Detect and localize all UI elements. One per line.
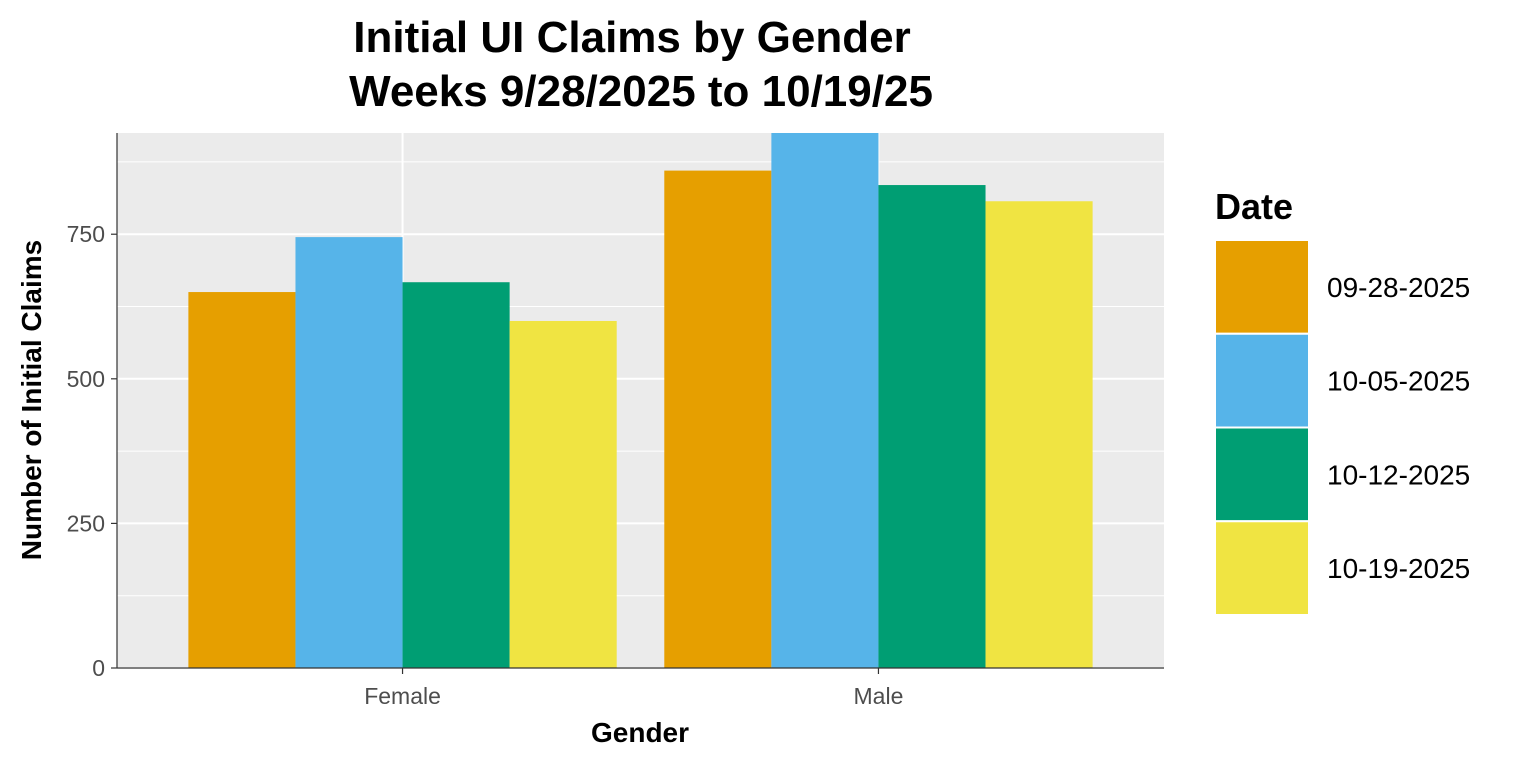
x-axis-ticks: Female Male [364, 668, 903, 709]
bar-male-09-28-2025 [664, 170, 772, 668]
x-axis-title: Gender [591, 717, 689, 748]
legend-label: 09-28-2025 [1327, 272, 1470, 303]
y-tick-label: 500 [67, 366, 105, 392]
bar-male-10-12-2025 [878, 185, 986, 668]
bar-male-10-05-2025 [771, 133, 879, 668]
bar-male-10-19-2025 [985, 201, 1093, 668]
bar-female-10-19-2025 [509, 320, 617, 668]
y-tick-label: 750 [67, 221, 105, 247]
legend-title: Date [1215, 186, 1293, 227]
bar-female-10-12-2025 [402, 282, 510, 668]
legend-label: 10-05-2025 [1327, 366, 1470, 397]
legend: 09-28-2025 10-05-2025 10-12-2025 10-19-2025 [1214, 239, 1470, 616]
chart-title-line-1: Initial UI Claims by Gender [353, 13, 910, 62]
legend-label: 10-19-2025 [1327, 553, 1470, 584]
y-tick-label: 0 [92, 655, 105, 681]
chart-title-line-2: Weeks 9/28/2025 to 10/19/25 [349, 67, 933, 116]
y-axis-ticks: 0 250 500 750 [67, 221, 117, 681]
legend-key [1214, 239, 1310, 335]
x-tick-label: Female [364, 683, 441, 709]
legend-key [1214, 520, 1310, 616]
bars [188, 133, 1093, 669]
legend-key [1214, 426, 1310, 523]
y-tick-label: 250 [67, 510, 105, 536]
x-tick-label: Male [854, 683, 904, 709]
legend-label: 10-12-2025 [1327, 459, 1470, 490]
bar-female-09-28-2025 [188, 292, 296, 668]
legend-key [1214, 332, 1310, 429]
y-axis-title: Number of Initial Claims [16, 240, 47, 561]
bar-female-10-05-2025 [295, 237, 403, 669]
